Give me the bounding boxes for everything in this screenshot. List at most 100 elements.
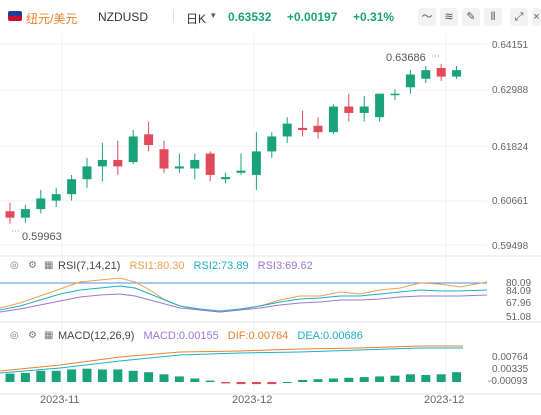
macd-bar bbox=[82, 368, 92, 382]
macd-bar bbox=[436, 374, 446, 382]
macd-bar bbox=[113, 369, 123, 382]
chart-icon[interactable]: ▦ bbox=[44, 330, 54, 341]
candle-up[interactable] bbox=[174, 166, 184, 169]
rsi1-value: RSI1:80.30 bbox=[129, 260, 185, 272]
macd-bar bbox=[36, 370, 46, 382]
macd-bar bbox=[97, 369, 107, 382]
macd-bar bbox=[390, 375, 400, 382]
chevron-down-icon[interactable]: ▾ bbox=[211, 10, 216, 20]
x-axis-label: 2023-11 bbox=[40, 394, 80, 406]
candle-down[interactable] bbox=[298, 127, 308, 131]
macd-bar bbox=[144, 372, 154, 382]
macd-bar bbox=[236, 382, 246, 385]
macd-bar bbox=[128, 370, 138, 382]
macd-bar bbox=[67, 369, 77, 382]
rsi-label: RSI(7,14,21) bbox=[58, 260, 121, 272]
candle-up[interactable] bbox=[421, 70, 431, 79]
macd-value: MACD:0.00155 bbox=[143, 330, 219, 342]
pencil-icon[interactable]: ✎ bbox=[462, 8, 480, 26]
macd-histogram bbox=[5, 368, 462, 385]
high-annotation: 0.63686 bbox=[386, 52, 426, 64]
macd-bar bbox=[5, 373, 15, 382]
macd-bar bbox=[205, 380, 215, 382]
macd-bar bbox=[313, 379, 323, 382]
macd-bar bbox=[174, 376, 184, 382]
nz-flag-icon bbox=[8, 11, 22, 21]
macd-label: MACD(12,26,9) bbox=[58, 330, 135, 342]
settings-icon[interactable]: ⚙ bbox=[28, 260, 37, 271]
macd-bar bbox=[20, 372, 30, 382]
close-icon[interactable]: × bbox=[532, 8, 541, 26]
candle-up[interactable] bbox=[251, 151, 261, 175]
chart-area: 0.64151 0.62988 0.61824 0.60661 0.59498 … bbox=[0, 34, 541, 395]
candle-up[interactable] bbox=[452, 70, 462, 77]
candle-up[interactable] bbox=[405, 74, 415, 88]
candle-up[interactable] bbox=[282, 123, 292, 137]
candle-down[interactable] bbox=[313, 125, 323, 133]
macd-bar bbox=[421, 375, 431, 382]
candle-up[interactable] bbox=[221, 177, 231, 180]
x-axis-label: 2023-12 bbox=[424, 394, 465, 406]
candle-down[interactable] bbox=[436, 68, 446, 77]
macd-bar bbox=[159, 374, 169, 382]
top-toolbar: 纽元/美元 NZDUSD 日K ▾ 0.63532 +0.00197 +0.31… bbox=[0, 0, 541, 34]
current-price: 0.63532 bbox=[228, 10, 272, 24]
candle-up[interactable] bbox=[390, 93, 400, 96]
candle-up[interactable] bbox=[236, 170, 246, 173]
indicator-icon[interactable]: ≋ bbox=[440, 8, 458, 26]
macd-bar bbox=[267, 382, 277, 385]
macd-bar bbox=[405, 374, 415, 382]
layout-icon[interactable]: ⫴ bbox=[484, 8, 502, 26]
candle-up[interactable] bbox=[375, 93, 385, 118]
candle-down[interactable] bbox=[5, 211, 15, 218]
dif-line bbox=[0, 345, 463, 372]
dif-value: DIF:0.00764 bbox=[227, 330, 289, 342]
price-change: +0.00197 bbox=[287, 10, 338, 24]
candle-down[interactable] bbox=[159, 149, 169, 169]
macd-legend: MACD(12,26,9) MACD:0.00155 DIF:0.00764 D… bbox=[58, 330, 369, 342]
line-icon[interactable]: 〜 bbox=[418, 8, 436, 26]
candle-up[interactable] bbox=[128, 136, 138, 163]
macd-bar bbox=[221, 382, 231, 384]
candle-down[interactable] bbox=[113, 159, 123, 167]
rsi3-value: RSI3:69.62 bbox=[257, 260, 313, 272]
dea-line bbox=[0, 347, 463, 374]
x-axis-label: 2023-12 bbox=[232, 394, 273, 406]
low-annotation: 0.59963 bbox=[22, 231, 62, 243]
price-axis-label: 0.61824 bbox=[492, 142, 529, 153]
candle-up[interactable] bbox=[67, 179, 77, 195]
eye-icon[interactable]: ◎ bbox=[10, 330, 19, 341]
rsi-axis-label: 80.09 bbox=[506, 278, 531, 289]
eye-icon[interactable]: ◎ bbox=[10, 260, 19, 271]
rsi-axis-label: 67.96 bbox=[506, 298, 531, 309]
candle-up[interactable] bbox=[359, 106, 369, 113]
candle-up[interactable] bbox=[36, 198, 46, 210]
chart-icon[interactable]: ▦ bbox=[44, 260, 54, 271]
settings-icon[interactable]: ⚙ bbox=[28, 330, 37, 341]
macd-bar bbox=[251, 382, 261, 385]
candle-up[interactable] bbox=[328, 106, 338, 133]
candle-down[interactable] bbox=[205, 153, 215, 175]
period-selector[interactable]: 日K bbox=[186, 12, 207, 26]
candle-up[interactable] bbox=[82, 166, 92, 180]
macd-axis-label: 0.00335 bbox=[492, 364, 529, 375]
expand-icon[interactable]: ⤢ bbox=[510, 8, 528, 26]
macd-axis-label: -0.00093 bbox=[488, 376, 528, 387]
candle-down[interactable] bbox=[344, 106, 354, 113]
macd-bar bbox=[298, 379, 308, 382]
candle-up[interactable] bbox=[267, 136, 277, 152]
candle-up[interactable] bbox=[20, 209, 30, 218]
candle-up[interactable] bbox=[97, 159, 107, 167]
macd-bar bbox=[190, 378, 200, 382]
pair-name[interactable]: 纽元/美元 bbox=[26, 12, 78, 26]
rsi-legend: RSI(7,14,21) RSI1:80.30 RSI2:73.89 RSI3:… bbox=[58, 260, 319, 272]
candle-up[interactable] bbox=[51, 194, 61, 201]
candle-up[interactable] bbox=[190, 159, 200, 169]
macd-bar bbox=[359, 377, 369, 382]
candle-down[interactable] bbox=[144, 134, 154, 145]
rsi3-line bbox=[0, 293, 488, 313]
price-change-pct: +0.31% bbox=[353, 10, 395, 24]
rsi-axis-label: 51.08 bbox=[506, 312, 531, 323]
rsi2-line bbox=[0, 285, 488, 312]
pair-code[interactable]: NZDUSD bbox=[98, 10, 148, 24]
